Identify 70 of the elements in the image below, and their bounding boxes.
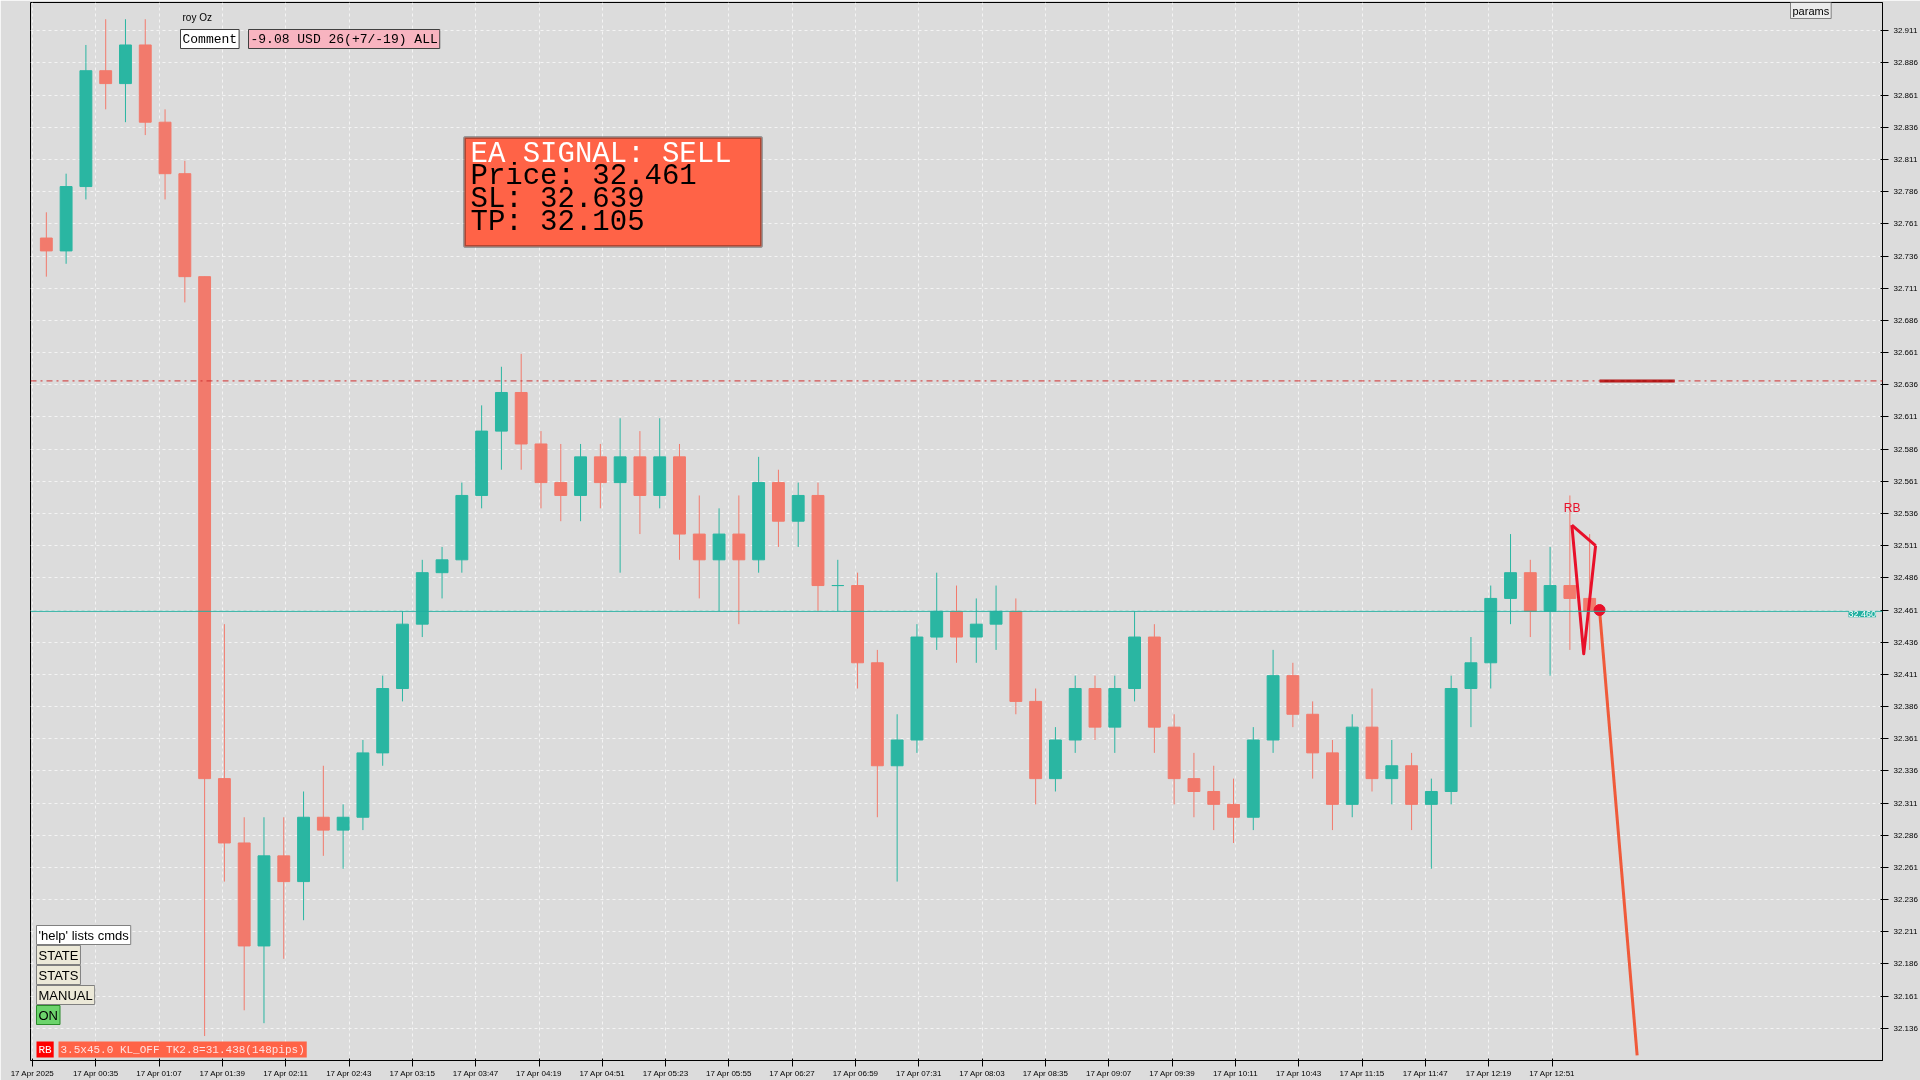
annotation: RB [1563, 500, 1581, 515]
y-tick-label: 32.736 [1893, 251, 1919, 261]
x-tick-label: 17 Apr 04:51 [579, 1068, 626, 1078]
y-tick-label: 32.336 [1893, 766, 1919, 776]
x-tick-label: 17 Apr 03:15 [389, 1068, 436, 1078]
annotation: STATS [38, 967, 79, 983]
y-tick-label: 32.911 [1893, 26, 1918, 36]
y-tick-label: 32.161 [1893, 991, 1919, 1001]
y-tick-label: 32.386 [1893, 702, 1919, 712]
x-tick-label: 17 Apr 07:31 [896, 1068, 942, 1078]
ref-line-label: 32.460 [1848, 609, 1877, 620]
x-tick-label: 17 Apr 12:51 [1529, 1068, 1576, 1078]
y-tick-label: 32.586 [1893, 444, 1919, 454]
annotation: STATE [38, 947, 79, 963]
y-tick-label: 32.361 [1893, 734, 1919, 744]
x-tick-label: 17 Apr 05:55 [706, 1068, 752, 1078]
annotation: ON [38, 1007, 58, 1023]
annotation: params [1792, 4, 1830, 17]
y-tick-label: 32.711 [1893, 283, 1918, 293]
x-tick-label: 17 Apr 11:47 [1402, 1068, 1449, 1078]
x-tick-label: 17 Apr 03:47 [452, 1068, 499, 1078]
y-tick-label: 32.636 [1893, 380, 1919, 390]
annotation: Comment [182, 31, 238, 47]
y-tick-label: 32.811 [1893, 155, 1918, 165]
y-tick-label: 32.611 [1893, 412, 1918, 422]
y-tick-label: 32.661 [1893, 348, 1919, 358]
y-tick-label: 32.511 [1893, 541, 1918, 551]
x-tick-label: 17 Apr 08:03 [959, 1068, 1006, 1078]
x-tick-label: 17 Apr 04:19 [516, 1068, 563, 1078]
x-tick-label: 17 Apr 00:35 [72, 1068, 119, 1078]
y-tick-label: 32.461 [1893, 605, 1919, 615]
x-tick-label: 17 Apr 09:07 [1085, 1068, 1132, 1078]
x-tick-label: 17 Apr 02:43 [326, 1068, 373, 1078]
y-tick-label: 32.311 [1893, 798, 1918, 808]
x-tick-label: 17 Apr 05:23 [642, 1068, 689, 1078]
y-tick-label: 32.236 [1893, 895, 1919, 905]
annotation: RB [38, 1043, 53, 1056]
y-tick-label: 32.761 [1893, 219, 1919, 229]
y-tick-label: 32.211 [1893, 927, 1918, 937]
y-tick-label: 32.286 [1893, 830, 1919, 840]
y-tick-label: 32.686 [1893, 315, 1919, 325]
annotation: -9.08 USD 26(+7/-19) ALL [250, 31, 438, 47]
y-tick-label: 32.411 [1893, 669, 1918, 679]
y-tick-label: 32.786 [1893, 187, 1919, 197]
annotation: 3.5x45.0 KL_OFF TK2.8=31.438(148pips) [60, 1043, 305, 1056]
y-tick-label: 32.486 [1893, 573, 1919, 583]
y-tick-label: 32.836 [1893, 122, 1919, 132]
y-tick-label: 32.861 [1893, 90, 1919, 100]
x-tick-label: 17 Apr 10:43 [1275, 1068, 1322, 1078]
x-tick-label: 17 Apr 2025 [10, 1068, 55, 1078]
annotation: 'help' lists cmds [38, 927, 130, 943]
y-tick-label: 32.536 [1893, 508, 1919, 518]
annotation: roy Oz [182, 11, 212, 23]
x-tick-label: 17 Apr 12:19 [1465, 1068, 1512, 1078]
y-tick-label: 32.136 [1893, 1023, 1919, 1033]
x-tick-label: 17 Apr 10:11 [1212, 1068, 1259, 1078]
x-tick-label: 17 Apr 02:11 [263, 1068, 309, 1078]
x-tick-label: 17 Apr 06:59 [832, 1068, 879, 1078]
y-tick-label: 32.186 [1893, 959, 1919, 969]
x-tick-label: 17 Apr 08:35 [1022, 1068, 1069, 1078]
x-tick-label: 17 Apr 01:39 [199, 1068, 246, 1078]
y-tick-label: 32.261 [1893, 862, 1919, 872]
x-tick-label: 17 Apr 09:39 [1149, 1068, 1196, 1078]
x-tick-label: 17 Apr 06:27 [769, 1068, 816, 1078]
y-tick-label: 32.561 [1893, 476, 1919, 486]
annotation: MANUAL [38, 987, 93, 1003]
x-tick-label: 17 Apr 01:07 [136, 1068, 183, 1078]
x-tick-label: 17 Apr 11:15 [1339, 1068, 1385, 1078]
y-tick-label: 32.436 [1893, 637, 1919, 647]
y-tick-label: 32.886 [1893, 58, 1919, 68]
